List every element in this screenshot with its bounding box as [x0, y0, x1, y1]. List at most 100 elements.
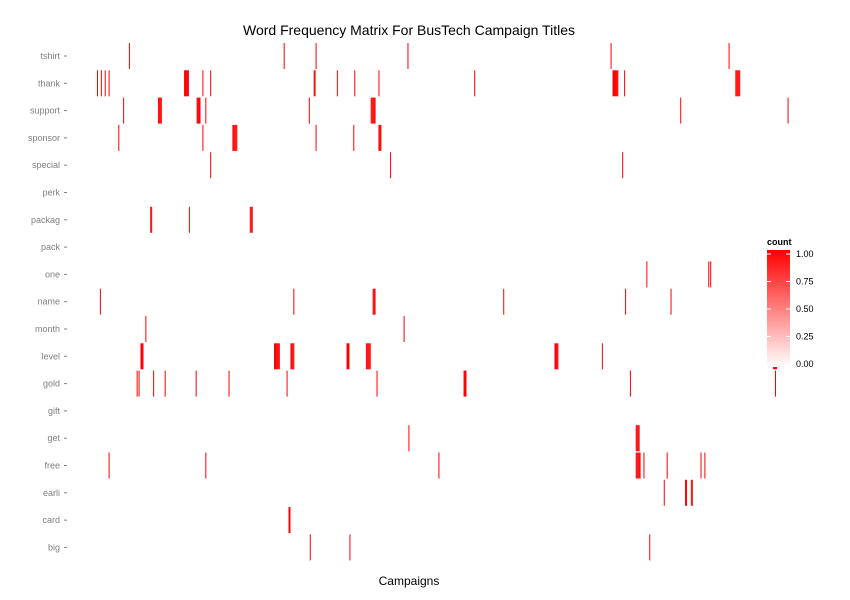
heatmap-cell — [123, 97, 125, 124]
heatmap-cell — [622, 152, 624, 179]
legend-tick-label: 0.00 — [796, 359, 814, 369]
heatmap-cell — [369, 343, 371, 370]
heatmap-cell — [293, 288, 295, 315]
y-tick-label-month: month — [35, 324, 60, 334]
y-axis: tshirt thank support sponsor special perk pack… — [28, 51, 67, 552]
heatmap-cell — [735, 70, 737, 97]
y-tick-label-level: level — [41, 351, 60, 361]
heatmap-cell — [737, 70, 739, 97]
legend-tick-label: 0.25 — [796, 332, 814, 342]
heatmap-cell — [308, 97, 310, 124]
heatmap-cell — [625, 288, 627, 315]
legend: count 1.00 0.75 0.50 0.25 0.00 — [767, 237, 814, 369]
heatmap-cell — [353, 124, 355, 151]
heatmap-cell — [99, 288, 101, 315]
heatmap-cell — [234, 124, 236, 151]
heatmap-cell — [700, 452, 702, 479]
heatmap-cell — [636, 452, 638, 479]
heatmap-cell — [465, 370, 467, 397]
heatmap-cell — [612, 70, 614, 97]
heatmap-cell — [188, 206, 190, 233]
y-tick-label-packag: packag — [31, 215, 60, 225]
heatmap-cell — [365, 343, 367, 370]
heatmap-cell — [150, 206, 152, 233]
heatmap-cell — [407, 43, 409, 69]
heatmap-cell — [643, 452, 645, 479]
y-tick-label-pack: pack — [41, 242, 61, 252]
heatmap-cell — [236, 124, 238, 151]
heatmap-cell — [555, 343, 557, 370]
heatmap-cell — [158, 97, 160, 124]
heatmap-cell — [210, 70, 212, 97]
heatmap-cell — [142, 343, 144, 370]
y-tick-label-free: free — [44, 461, 60, 471]
heatmap-cell — [205, 97, 207, 124]
heatmap-cell — [186, 70, 188, 97]
heatmap-cell — [380, 124, 382, 151]
legend-tick-label: 0.50 — [796, 304, 814, 314]
heatmap-cell — [314, 70, 316, 97]
heatmap-cell — [185, 70, 187, 97]
heatmap-cell — [348, 343, 350, 370]
legend-tick-label: 1.00 — [796, 249, 814, 259]
heatmap-cell — [283, 43, 285, 69]
y-tick-label-name: name — [37, 297, 60, 307]
heatmap-cell — [349, 534, 351, 561]
heatmap-cell — [635, 452, 637, 479]
heatmap-cell — [637, 452, 639, 479]
heatmap-cell — [736, 70, 738, 97]
y-tick-label-gold: gold — [43, 379, 60, 389]
heatmap-cell — [775, 370, 776, 397]
heatmap-cell — [373, 97, 375, 124]
heatmap-cell — [372, 97, 374, 124]
heatmap-cell — [666, 452, 668, 479]
heatmap-cell — [371, 97, 373, 124]
x-axis-label: Campaigns — [379, 574, 440, 588]
heatmap-cell — [635, 425, 637, 452]
heatmap-cell — [614, 70, 616, 97]
heatmap-cell — [368, 343, 370, 370]
heatmap-cell — [639, 452, 641, 479]
heatmap-cell — [140, 343, 142, 370]
heatmap-cell — [232, 124, 234, 151]
y-tick-label-tshirt: tshirt — [40, 51, 60, 61]
heatmap-cell — [376, 370, 378, 397]
heatmap-cell — [128, 43, 130, 69]
heatmap-cell — [373, 288, 375, 315]
heatmap-cell — [210, 152, 212, 179]
heatmap-cell — [624, 70, 626, 97]
heatmap-cell — [276, 343, 278, 370]
heatmap-cell — [557, 343, 559, 370]
heatmap-cell — [646, 261, 648, 288]
chart-title: Word Frequency Matrix For BusTech Campai… — [243, 22, 575, 38]
heatmap-cell — [108, 452, 110, 479]
heatmap-cell — [615, 70, 617, 97]
heatmap-cell — [613, 70, 615, 97]
heatmap-cell — [617, 70, 619, 97]
heatmap-cell — [274, 343, 276, 370]
heatmap-cell — [233, 124, 235, 151]
heatmap-cell — [336, 70, 338, 97]
heatmap-cell — [291, 343, 293, 370]
heatmap-cell — [275, 343, 277, 370]
heatmap-cell — [708, 261, 710, 288]
heatmap-cell — [293, 343, 295, 370]
heatmap-cell — [787, 97, 789, 124]
heatmap-cell — [438, 452, 440, 479]
heatmap-cell — [663, 479, 665, 506]
heatmap-cell — [691, 479, 693, 506]
heatmap-cell — [390, 152, 392, 179]
y-tick-label-one: one — [45, 269, 60, 279]
heatmap-cell — [228, 370, 230, 397]
heatmap-cell — [503, 288, 505, 315]
heatmap-cell — [108, 70, 110, 97]
heatmap-cell — [464, 370, 466, 397]
y-tick-label-big: big — [48, 542, 60, 552]
y-tick-label-earli: earli — [43, 488, 60, 498]
heatmap-cell — [556, 343, 558, 370]
heatmap-cell — [205, 452, 207, 479]
heatmap-cell — [638, 425, 640, 452]
heatmap-cell — [610, 43, 612, 69]
heatmap-cell — [403, 316, 405, 342]
heatmap-cell — [277, 343, 279, 370]
